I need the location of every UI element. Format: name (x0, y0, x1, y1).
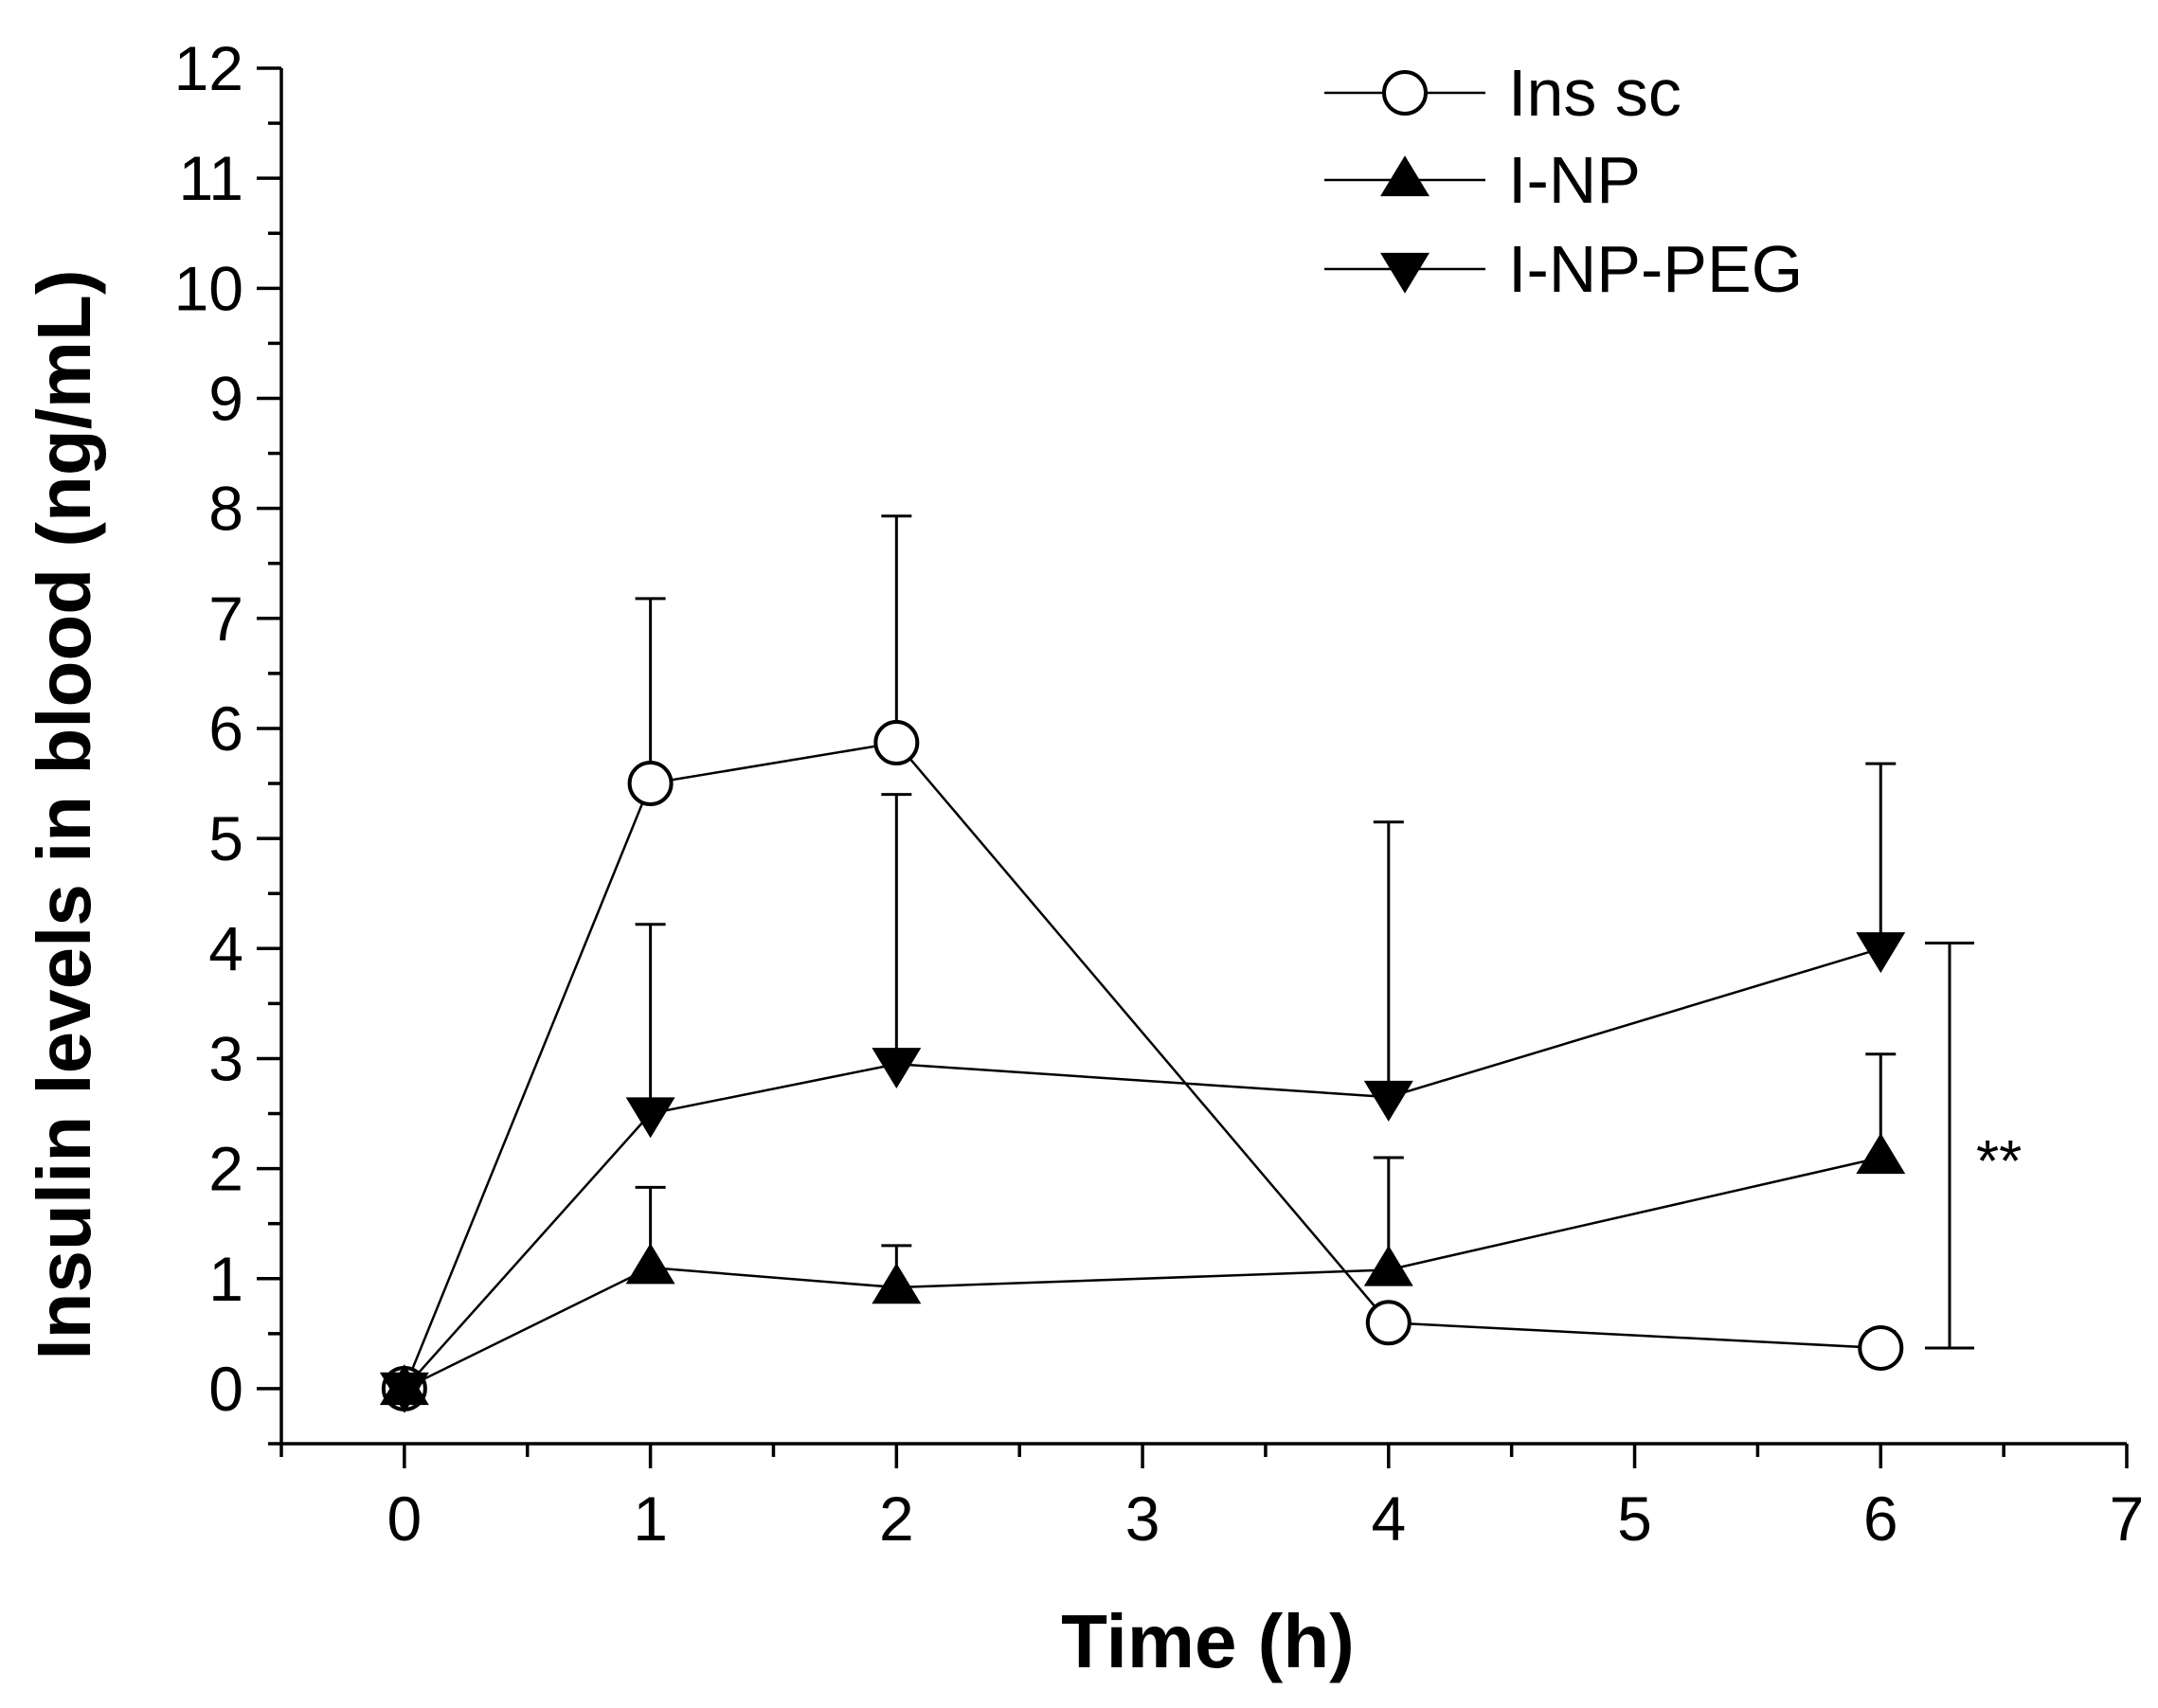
x-tick-label: 4 (1371, 1483, 1406, 1554)
legend: Ins sc I-NP I-NP-PEG (1324, 56, 1803, 306)
data-point-ins-sc (1365, 1300, 1412, 1346)
y-tick-label: 6 (208, 693, 243, 764)
data-point-i-np-peg (1856, 932, 1906, 974)
legend-label: I-NP-PEG (1508, 232, 1803, 306)
y-tick-label: 3 (208, 1023, 243, 1093)
x-tick-label: 5 (1617, 1483, 1652, 1554)
y-tick-label: 5 (208, 803, 243, 873)
significance-label: ** (1976, 1129, 2022, 1195)
legend-marker (1382, 70, 1428, 116)
legend-marker (1380, 155, 1430, 197)
y-tick-label: 9 (208, 363, 243, 433)
y-tick-label: 7 (208, 584, 243, 654)
y-tick-label: 4 (208, 913, 243, 983)
series-line-ins-sc (403, 741, 1881, 1390)
data-point-i-np-peg (379, 1372, 429, 1413)
data-point-i-np (1363, 1245, 1413, 1286)
x-tick-label: 3 (1125, 1483, 1160, 1554)
y-tick-label: 10 (174, 253, 243, 323)
y-axis-title: Insulin levels in blood (ng/mL) (22, 269, 106, 1359)
x-axis-title: Time (h) (1061, 1599, 1355, 1683)
y-tick-label: 0 (208, 1354, 243, 1424)
data-point-ins-sc (627, 761, 674, 807)
significance-annotation: ** (1924, 941, 2022, 1350)
data-point-i-np (625, 1243, 675, 1285)
x-tick-label: 6 (1863, 1483, 1898, 1554)
data-point-i-np (872, 1263, 922, 1304)
data-point-i-np (1856, 1133, 1906, 1175)
y-tick-label: 2 (208, 1134, 243, 1204)
legend-marker (1380, 252, 1430, 294)
legend-label: I-NP (1508, 143, 1641, 217)
y-tick-label: 12 (174, 33, 243, 103)
series-line-i-np (404, 1156, 1881, 1391)
y-tick-label: 8 (208, 474, 243, 544)
y-tick-label: 11 (178, 143, 243, 213)
data-point-i-np-peg (872, 1048, 922, 1089)
data-point-i-np-peg (1363, 1080, 1413, 1122)
x-tick-label: 7 (2110, 1483, 2145, 1554)
x-tick-label: 0 (387, 1483, 423, 1554)
y-tick-label: 1 (208, 1244, 243, 1314)
series-line-i-np-peg (403, 947, 1881, 1390)
data-point-ins-sc (873, 720, 920, 766)
series-layer (379, 514, 1906, 1413)
data-point-ins-sc (1858, 1324, 1904, 1371)
data-point-i-np-peg (625, 1097, 675, 1139)
x-tick-label: 1 (633, 1483, 668, 1554)
legend-label: Ins sc (1508, 56, 1681, 130)
x-tick-label: 2 (879, 1483, 914, 1554)
